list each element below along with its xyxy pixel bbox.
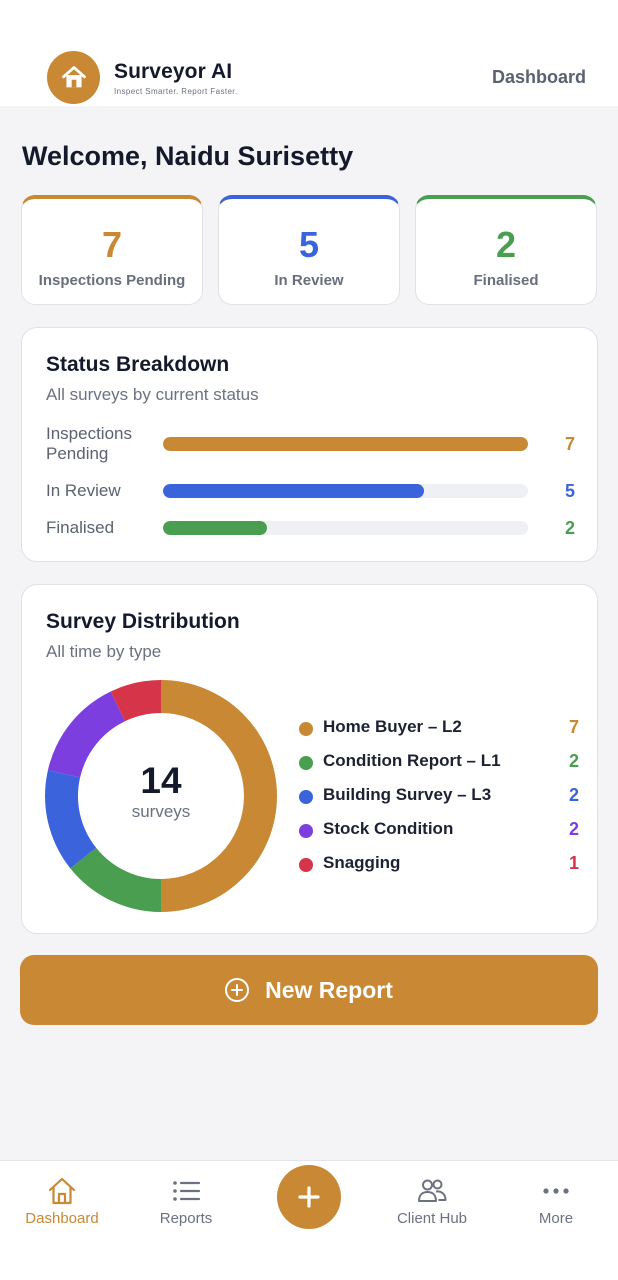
plus-circle-icon	[225, 978, 250, 1002]
status-breakdown-subtitle: All surveys by current status	[46, 385, 259, 404]
nav-label: Client Hub	[396, 1210, 468, 1227]
status-breakdown-title: Status Breakdown	[46, 353, 230, 376]
nav-item-dashboard[interactable]: Dashboard	[0, 1161, 124, 1241]
legend-label: Building Survey – L3	[323, 785, 492, 804]
status-bar-track	[163, 437, 528, 451]
plus-icon	[298, 1186, 320, 1208]
stat-value: 7	[101, 224, 123, 265]
status-value: 5	[564, 481, 575, 501]
donut-total-unit: surveys	[131, 802, 191, 821]
fab-add-button[interactable]	[277, 1165, 341, 1229]
status-row-pending: Inspections Pending 7	[22, 424, 599, 463]
status-row-review: In Review 5	[22, 479, 599, 503]
stat-label: Finalised	[473, 272, 539, 289]
legend-item-stock-condition[interactable]: Stock Condition 2	[297, 818, 579, 842]
nav-label: More	[538, 1210, 574, 1227]
legend-value: 7	[568, 717, 579, 737]
stat-card-pending[interactable]: 7 Inspections Pending	[21, 195, 203, 305]
legend-dot	[299, 858, 313, 872]
survey-distribution-card: Survey Distribution All time by type 14 …	[21, 584, 598, 934]
status-bar-fill	[163, 484, 424, 498]
stat-value: 5	[298, 224, 320, 265]
brand-tagline: Inspect Smarter. Report Faster.	[114, 87, 238, 96]
stat-value: 2	[495, 224, 517, 265]
legend-label: Condition Report – L1	[323, 751, 501, 770]
status-row-finalised: Finalised 2	[22, 516, 599, 540]
more-dots-icon	[543, 1188, 569, 1194]
header-dashboard-link[interactable]: Dashboard	[491, 67, 586, 87]
app-header: Surveyor AI Inspect Smarter. Report Fast…	[0, 0, 618, 106]
status-value: 2	[564, 518, 575, 538]
status-label: Finalised	[46, 518, 115, 537]
donut-slice-1	[70, 847, 161, 912]
legend-dot	[299, 790, 313, 804]
nav-item-more[interactable]: More	[494, 1161, 618, 1241]
donut-svg	[45, 680, 277, 912]
nav-item-reports[interactable]: Reports	[124, 1161, 248, 1241]
stat-label: In Review	[274, 272, 344, 289]
survey-distribution-subtitle: All time by type	[46, 642, 162, 661]
status-bar-track	[163, 521, 528, 535]
legend-value: 2	[568, 785, 579, 805]
legend-label: Home Buyer – L2	[323, 717, 462, 736]
legend-item-building-survey[interactable]: Building Survey – L3 2	[297, 784, 579, 808]
donut-slice-4	[110, 680, 161, 722]
users-icon	[418, 1179, 447, 1202]
status-bar-track	[163, 484, 528, 498]
new-report-label: New Report	[265, 976, 393, 1003]
status-value: 7	[564, 434, 575, 454]
legend-item-home-buyer[interactable]: Home Buyer – L2 7	[297, 716, 579, 740]
donut-chart: 14 surveys	[44, 679, 278, 913]
bottom-nav: Dashboard Reports Client Hub More	[0, 1160, 618, 1280]
new-report-button[interactable]: New Report	[20, 955, 598, 1025]
donut-slice-3	[47, 691, 125, 778]
status-bar-fill	[163, 437, 528, 451]
list-icon	[173, 1181, 201, 1201]
legend-item-snagging[interactable]: Snagging 1	[297, 852, 579, 876]
status-bar-fill	[163, 521, 268, 535]
legend-dot	[299, 722, 313, 736]
nav-label: Reports	[159, 1210, 213, 1227]
home-icon	[61, 65, 86, 87]
legend-item-condition-report[interactable]: Condition Report – L1 2	[297, 750, 579, 774]
legend-dot	[299, 756, 313, 770]
status-label: Inspections Pending	[46, 424, 132, 463]
nav-item-client-hub[interactable]: Client Hub	[370, 1161, 494, 1241]
stat-label: Inspections Pending	[38, 272, 186, 289]
donut-total: 14	[140, 760, 182, 801]
app-logo[interactable]	[47, 51, 100, 104]
legend-dot	[299, 824, 313, 838]
brand-name: Surveyor AI	[114, 60, 233, 83]
status-breakdown-card: Status Breakdown All surveys by current …	[21, 327, 598, 562]
status-label: In Review	[46, 481, 121, 500]
legend-label: Stock Condition	[323, 819, 454, 838]
legend-value: 1	[568, 853, 579, 873]
legend-value: 2	[568, 819, 579, 839]
donut-slice-0	[161, 680, 277, 912]
nav-label: Dashboard	[25, 1210, 99, 1227]
survey-distribution-title: Survey Distribution	[46, 610, 240, 633]
stat-card-finalised[interactable]: 2 Finalised	[415, 195, 597, 305]
donut-slice-2	[45, 770, 97, 869]
stat-card-review[interactable]: 5 In Review	[218, 195, 400, 305]
legend-label: Snagging	[323, 853, 401, 872]
legend-value: 2	[568, 751, 579, 771]
welcome-heading: Welcome, Naidu Surisetty	[22, 141, 354, 171]
donut-center: 14 surveys	[44, 679, 278, 913]
home-icon	[48, 1177, 76, 1205]
